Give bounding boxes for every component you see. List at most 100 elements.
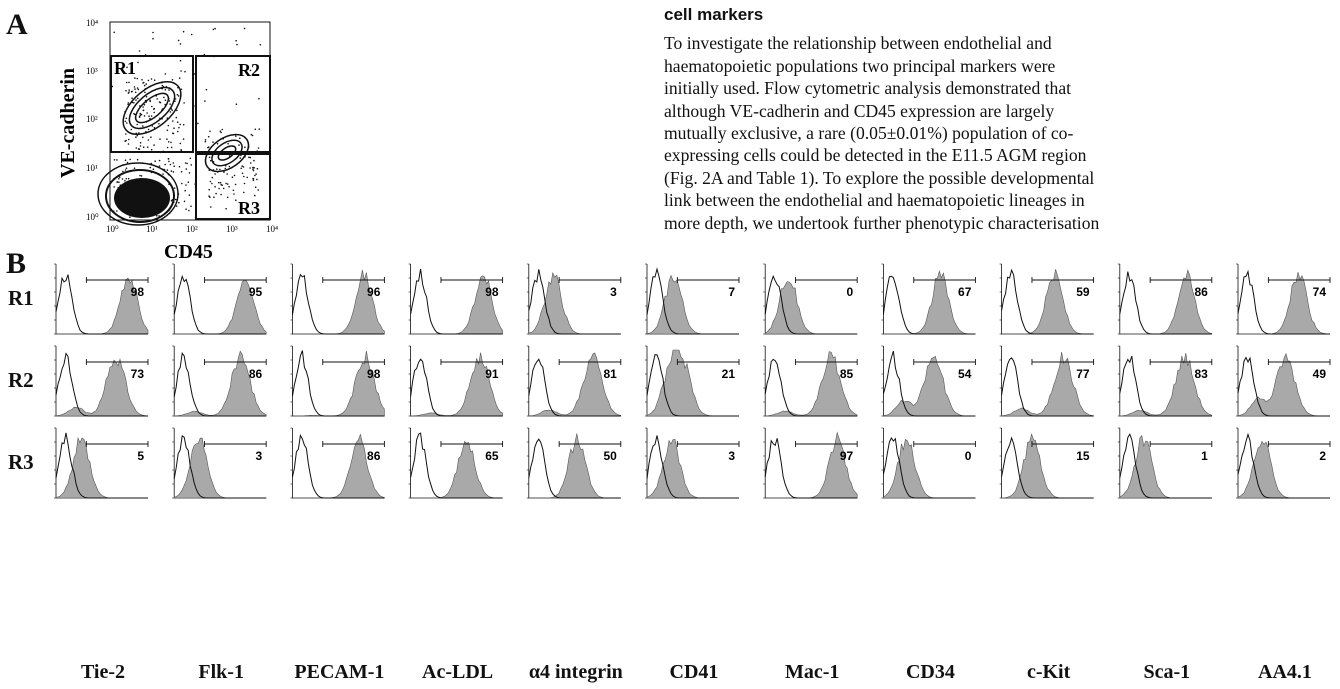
panel-a-contour-plot: 10⁴ 10³ 10² 10¹ 10⁰ 10⁰ 10¹ 10² 10³ 10⁴ … bbox=[57, 18, 278, 263]
event-dot bbox=[182, 30, 185, 33]
histogram-cell: 67 bbox=[881, 263, 976, 335]
event-dot bbox=[188, 209, 190, 212]
event-dot bbox=[184, 189, 186, 192]
control-histogram bbox=[291, 273, 385, 335]
event-dot bbox=[209, 180, 212, 183]
stained-histogram bbox=[1119, 352, 1213, 417]
event-dot bbox=[205, 88, 208, 91]
control-histogram bbox=[646, 435, 739, 499]
paragraph-line: To investigate the relationship between … bbox=[664, 33, 1052, 54]
event-dot bbox=[251, 134, 254, 137]
event-dot bbox=[158, 101, 161, 103]
event-dot bbox=[249, 162, 252, 164]
event-dot bbox=[178, 202, 180, 204]
positive-gate-marker bbox=[1267, 277, 1331, 283]
event-dot bbox=[134, 77, 136, 79]
positive-gate-marker bbox=[1267, 359, 1331, 365]
event-dot bbox=[125, 139, 127, 142]
positive-gate-marker bbox=[676, 277, 740, 283]
event-dot bbox=[188, 194, 191, 196]
event-dot bbox=[179, 43, 182, 45]
positive-gate-marker bbox=[913, 359, 976, 365]
event-dot bbox=[252, 178, 254, 180]
event-dot bbox=[170, 170, 173, 172]
control-histogram bbox=[291, 433, 385, 499]
event-dot bbox=[240, 167, 242, 170]
histogram-axes bbox=[410, 428, 503, 499]
event-dot bbox=[125, 167, 128, 169]
population-double-negative bbox=[97, 162, 179, 226]
percent-positive-label: 67 bbox=[958, 285, 972, 299]
gate-r2 bbox=[195, 55, 271, 153]
event-dot bbox=[118, 181, 120, 183]
histogram-axes bbox=[173, 346, 267, 417]
event-dot bbox=[203, 53, 206, 56]
control-histogram bbox=[410, 358, 503, 417]
event-dot bbox=[164, 73, 167, 75]
histogram-cell: 0 bbox=[881, 427, 976, 499]
event-dot bbox=[126, 161, 129, 164]
stained-histogram bbox=[410, 440, 503, 499]
stained-histogram bbox=[410, 352, 503, 417]
event-dot bbox=[212, 141, 214, 143]
histogram-axes bbox=[55, 346, 148, 417]
event-dot bbox=[139, 174, 141, 177]
positive-gate-marker bbox=[322, 277, 385, 283]
event-dot bbox=[136, 134, 139, 137]
positive-gate-marker bbox=[440, 441, 504, 447]
event-dot bbox=[178, 126, 180, 129]
event-dot bbox=[113, 186, 115, 188]
event-dot bbox=[168, 100, 171, 102]
event-dot bbox=[187, 181, 190, 183]
percent-positive-label: 97 bbox=[840, 449, 854, 463]
histogram-axes bbox=[764, 428, 858, 499]
positive-gate-marker bbox=[1031, 277, 1095, 283]
event-dot bbox=[142, 136, 144, 139]
stained-histogram bbox=[55, 358, 149, 417]
stained-histogram bbox=[765, 431, 858, 499]
stained-histogram bbox=[1238, 272, 1331, 335]
histogram-cell: 73 bbox=[54, 345, 149, 417]
event-dot bbox=[241, 172, 244, 175]
histogram-cell: 0 bbox=[763, 263, 858, 335]
event-dot bbox=[244, 146, 246, 148]
event-dot bbox=[158, 165, 161, 167]
event-dot bbox=[135, 136, 137, 138]
positive-gate-marker bbox=[1149, 359, 1213, 365]
event-dot bbox=[254, 186, 257, 188]
event-dot bbox=[216, 143, 219, 145]
percent-positive-label: 3 bbox=[728, 449, 735, 463]
percent-positive-label: 83 bbox=[1194, 367, 1208, 381]
event-dot bbox=[129, 216, 131, 218]
x-tick-label: 10² bbox=[186, 224, 198, 234]
event-dot bbox=[233, 193, 235, 195]
positive-gate-marker bbox=[204, 277, 267, 283]
event-dot bbox=[136, 158, 139, 161]
positive-gate-marker bbox=[1031, 441, 1095, 447]
stained-histogram bbox=[528, 433, 621, 499]
histogram-cell: 59 bbox=[999, 263, 1095, 335]
event-dot bbox=[137, 97, 139, 100]
histogram-cell: 77 bbox=[999, 345, 1095, 417]
percent-positive-label: 73 bbox=[131, 367, 145, 381]
event-dot bbox=[214, 186, 216, 188]
stained-histogram bbox=[292, 350, 385, 417]
event-dot bbox=[221, 128, 224, 131]
control-histogram bbox=[173, 435, 267, 499]
event-dot bbox=[232, 189, 235, 192]
control-histogram bbox=[55, 274, 148, 335]
histogram-cell: 74 bbox=[1236, 263, 1331, 335]
percent-positive-label: 1 bbox=[1201, 449, 1208, 463]
row-label-r3: R3 bbox=[8, 450, 34, 474]
stained-histogram bbox=[55, 436, 148, 499]
event-dot bbox=[156, 98, 158, 100]
x-axis-label: CD45 bbox=[164, 241, 213, 263]
event-dot bbox=[166, 169, 169, 171]
histogram-cell: 85 bbox=[763, 345, 858, 417]
event-dot bbox=[153, 144, 155, 146]
event-dot bbox=[204, 139, 207, 141]
event-dot bbox=[141, 79, 143, 81]
column-label: c-Kit bbox=[1026, 661, 1071, 683]
histogram-axes bbox=[646, 428, 739, 499]
control-histogram bbox=[55, 432, 148, 499]
